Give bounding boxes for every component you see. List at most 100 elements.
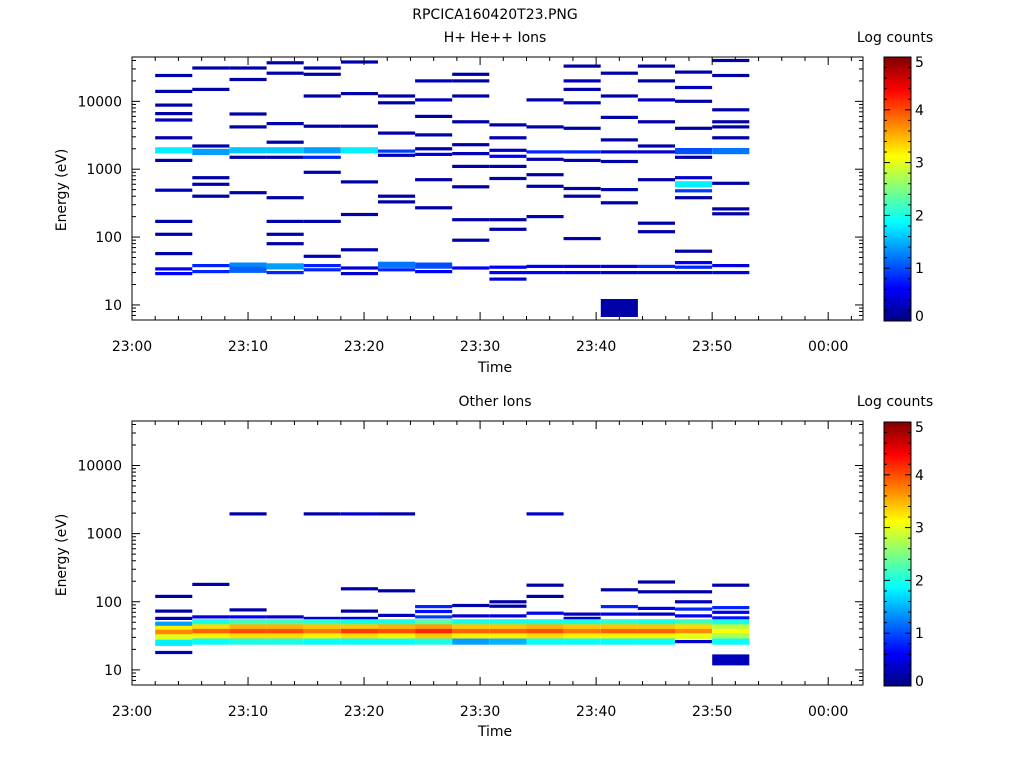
heatmap-cell	[229, 615, 267, 619]
heatmap-cell	[600, 115, 638, 119]
heatmap-cell	[266, 628, 304, 636]
heatmap-cell	[452, 120, 490, 124]
heatmap-cell	[229, 112, 267, 116]
heatmap-cell	[415, 619, 453, 626]
heatmap-cell	[526, 583, 564, 587]
heatmap-cell	[489, 265, 527, 269]
heatmap-cell	[600, 264, 638, 268]
heatmap-cell	[378, 131, 416, 135]
heatmap-cell	[637, 271, 675, 275]
heatmap-cell	[489, 638, 527, 645]
heatmap-cell	[489, 164, 527, 168]
heatmap-cell	[192, 582, 230, 586]
heatmap-cell	[303, 155, 341, 159]
heatmap-cell	[340, 616, 378, 620]
heatmap-cell	[229, 628, 267, 636]
heatmap-cell	[600, 299, 638, 317]
heatmap-cell	[712, 125, 750, 129]
heatmap-cell	[675, 614, 713, 618]
heatmap-cell	[155, 136, 193, 140]
heatmap-cell	[712, 654, 750, 666]
heatmap-cell	[637, 580, 675, 584]
heatmap-cell	[526, 125, 564, 129]
heatmap-cell	[266, 619, 304, 626]
heatmap-cell	[712, 616, 750, 620]
heatmap-cell	[675, 148, 713, 155]
heatmap-cell	[563, 264, 601, 268]
panel-title: H+ He++ Ions	[444, 30, 547, 46]
heatmap-cell	[192, 148, 230, 155]
colorbar-tick-label: 5	[915, 55, 924, 71]
heatmap-cell	[229, 638, 267, 645]
heatmap-cell	[303, 219, 341, 223]
heatmap-cell	[563, 64, 601, 68]
heatmap-cells	[155, 512, 750, 666]
heatmap-cell	[266, 232, 304, 236]
x-tick-label: 23:30	[460, 704, 500, 720]
heatmap-cell	[266, 147, 304, 154]
colorbar-label: Log counts	[857, 394, 933, 410]
heatmap-cell	[155, 650, 193, 655]
heatmap-cell	[378, 638, 416, 645]
y-tick-label: 10000	[77, 459, 122, 475]
heatmap-cell	[415, 605, 453, 609]
heatmap-cell	[192, 615, 230, 619]
heatmap-cell	[489, 123, 527, 127]
heatmap-cell	[266, 155, 304, 159]
heatmap-cell	[675, 607, 713, 611]
heatmap-cell	[303, 72, 341, 76]
heatmap-cell	[600, 150, 638, 154]
heatmap-cell	[415, 152, 453, 156]
colorbar-tick-label: 4	[915, 103, 924, 119]
heatmap-cell	[192, 194, 230, 198]
heatmap-cell	[675, 85, 713, 90]
x-tick-label: 00:00	[808, 339, 848, 355]
heatmap-cell	[675, 176, 713, 180]
heatmap-cell	[155, 219, 193, 223]
y-tick-label: 1000	[86, 162, 122, 178]
heatmap-cell	[600, 633, 638, 640]
heatmap-cell	[563, 126, 601, 130]
heatmap-cell	[452, 79, 490, 83]
heatmap-cell	[600, 201, 638, 205]
x-tick-label: 23:50	[692, 339, 732, 355]
heatmap-cell	[229, 125, 267, 129]
heatmap-cell	[526, 624, 564, 631]
heatmap-cell	[526, 512, 564, 516]
heatmap-cell	[452, 638, 490, 645]
heatmap-cell	[192, 270, 230, 274]
y-tick-label: 10	[104, 298, 122, 314]
heatmap-cell	[563, 186, 601, 191]
heatmap-cell	[675, 271, 713, 275]
heatmap-cell	[526, 619, 564, 626]
heatmap-cell	[303, 633, 341, 640]
plot-frame	[131, 420, 864, 686]
heatmap-cell	[340, 587, 378, 591]
heatmap-cell	[266, 271, 304, 275]
x-tick-label: 23:20	[344, 704, 384, 720]
heatmap-cell	[712, 136, 750, 140]
heatmap-cell	[600, 588, 638, 592]
heatmap-cell	[675, 155, 713, 159]
heatmap-cell	[415, 147, 453, 151]
heatmap-cell	[675, 628, 713, 636]
heatmap-cell	[526, 184, 564, 188]
heatmap-cell	[600, 638, 638, 645]
heatmap-cell	[155, 634, 193, 641]
heatmap-cell	[675, 249, 713, 253]
heatmap-cell	[155, 252, 193, 256]
heatmap-cell	[303, 512, 341, 516]
heatmap-cell	[563, 101, 601, 105]
heatmap-cell	[192, 624, 230, 631]
heatmap-cell	[675, 590, 713, 594]
heatmap-cell	[229, 619, 267, 626]
heatmap-cell	[637, 230, 675, 234]
heatmap-cell	[489, 633, 527, 640]
heatmap-cell	[563, 158, 601, 162]
heatmap-cell	[452, 628, 490, 636]
heatmap-cell	[563, 79, 601, 83]
x-tick-label: 23:00	[112, 339, 152, 355]
heatmap-cell	[712, 633, 750, 640]
heatmap-cell	[452, 185, 490, 189]
